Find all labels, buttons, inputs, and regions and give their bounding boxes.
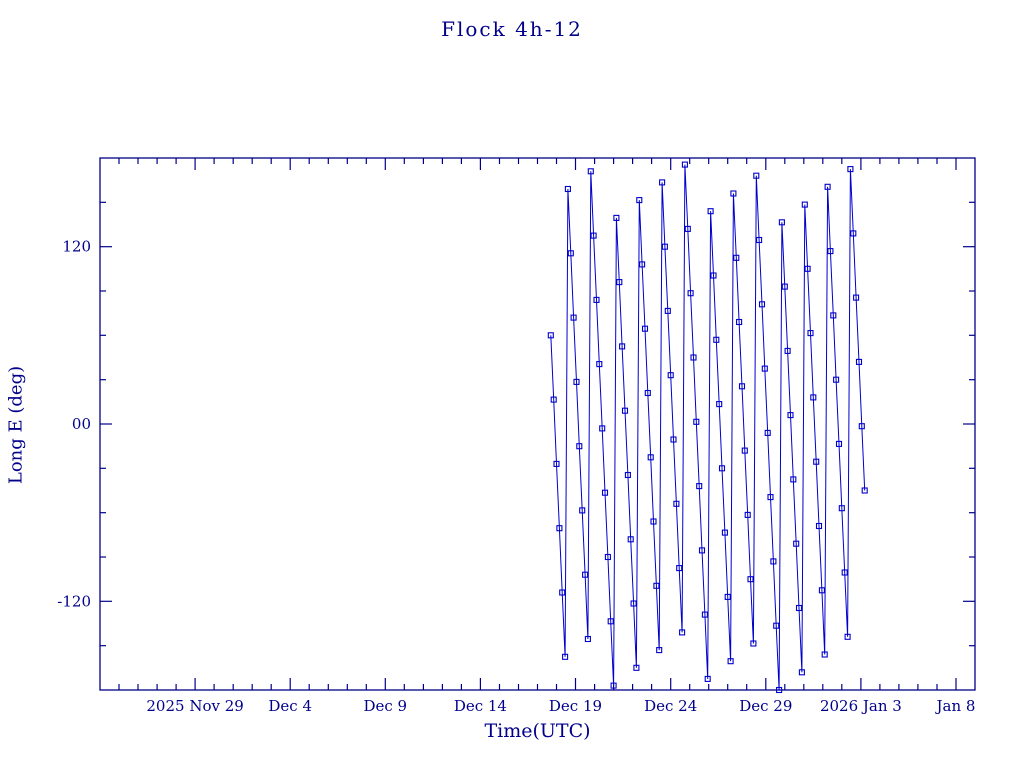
y-tick-label: -120 xyxy=(57,592,91,610)
y-tick-label: 00 xyxy=(72,415,91,433)
x-tick-label: Dec 4 xyxy=(268,697,312,715)
y-axis-ticks xyxy=(100,201,975,647)
y-axis-tick-labels: 120 00 -120 xyxy=(57,238,91,611)
x-tick-label: Dec 24 xyxy=(644,697,697,715)
chart-title: Flock 4h-12 xyxy=(441,17,583,41)
plot-frame xyxy=(99,157,976,691)
x-tick-label: 2026 Jan 3 xyxy=(820,697,902,715)
data-line xyxy=(550,164,866,691)
x-axis-tick-labels: 2025 Nov 29 Dec 4 Dec 9 Dec 14 Dec 19 Dec 24 D… xyxy=(146,697,975,715)
x-tick-label: Dec 19 xyxy=(549,697,602,715)
x-axis-ticks xyxy=(118,158,957,690)
data-markers xyxy=(547,161,868,694)
x-tick-label: Dec 29 xyxy=(739,697,792,715)
x-tick-label: Dec 9 xyxy=(363,697,407,715)
x-tick-label: Jan 8 xyxy=(935,697,976,715)
y-tick-label: 120 xyxy=(62,238,91,256)
x-tick-label: 2025 Nov 29 xyxy=(146,697,243,715)
x-tick-label: Dec 14 xyxy=(454,697,507,715)
x-axis-label: Time(UTC) xyxy=(484,720,591,742)
